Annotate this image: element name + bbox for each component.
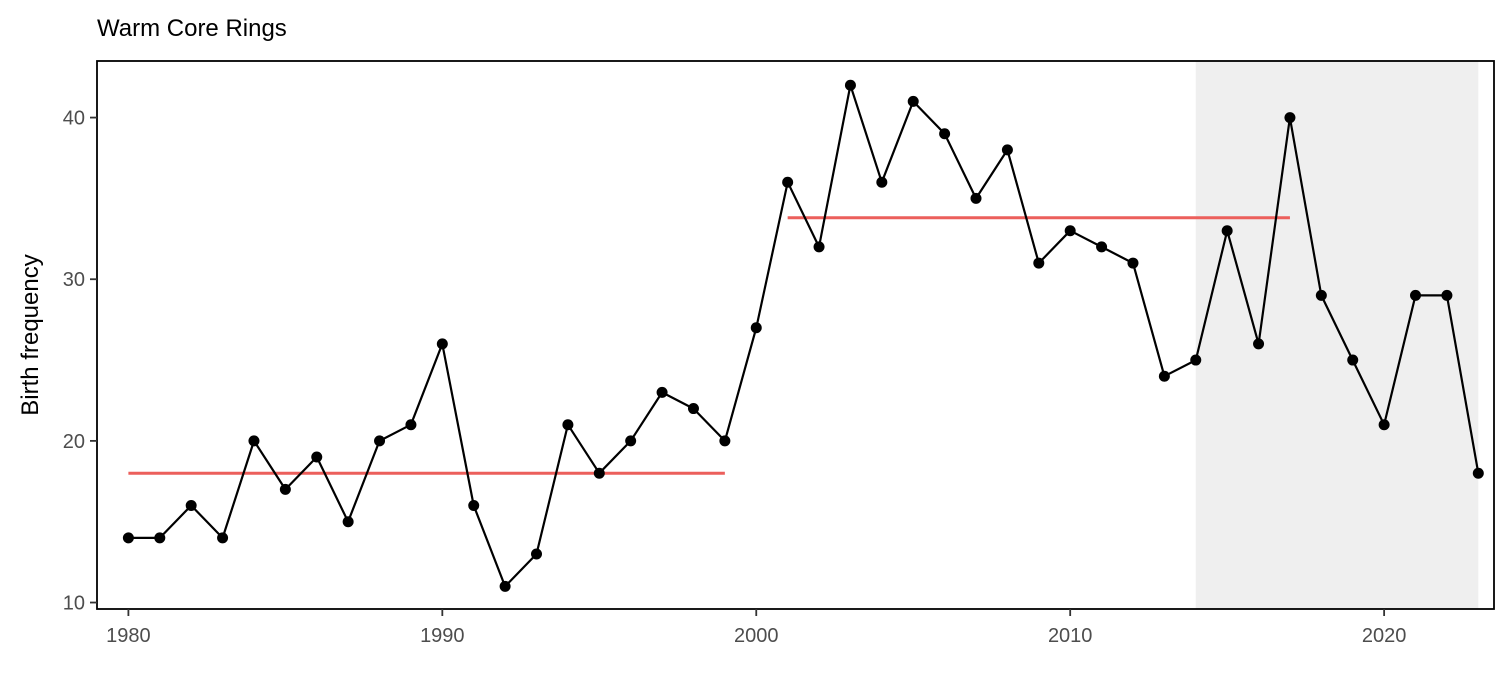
data-point-2000 [750,322,762,334]
data-point-2007 [970,192,982,204]
shaded-region [1195,61,1479,609]
data-point-2005 [907,95,919,107]
data-point-1993 [531,548,543,560]
y-axis-title: Birth frequency [17,254,44,415]
data-point-1980 [122,532,134,544]
data-point-2013 [1158,370,1170,382]
data-point-2004 [876,176,888,188]
data-point-1997 [656,386,668,398]
data-point-2022 [1441,289,1453,301]
data-point-2016 [1253,338,1265,350]
data-point-2002 [813,241,825,253]
data-point-1996 [625,435,637,447]
x-tick-label-1980: 1980 [106,625,151,647]
data-point-2020 [1378,419,1390,431]
chart-title: Warm Core Rings [97,15,287,42]
y-tick-label-10: 10 [63,593,85,615]
x-tick-label-2000: 2000 [734,625,779,647]
y-tick-label-40: 40 [63,108,85,130]
data-point-1988 [374,435,386,447]
data-point-2018 [1315,289,1327,301]
data-point-2015 [1221,225,1233,237]
data-point-1989 [405,419,417,431]
data-point-2017 [1284,112,1296,124]
data-point-2009 [1033,257,1045,269]
data-point-2014 [1190,354,1202,366]
data-point-1999 [719,435,731,447]
data-point-1985 [279,483,291,495]
series-line [128,84,1480,588]
data-point-2012 [1127,257,1139,269]
x-tick-label-2010: 2010 [1048,625,1093,647]
plot-border [96,60,1495,610]
y-tick-label-30: 30 [63,269,85,291]
y-tick-label-20: 20 [63,431,85,453]
data-point-1994 [562,419,574,431]
data-point-1995 [593,467,605,479]
data-point-1987 [342,516,354,528]
data-point-2006 [939,128,951,140]
data-point-2011 [1096,241,1108,253]
data-point-2008 [1001,144,1013,156]
data-point-2010 [1064,225,1076,237]
data-point-1981 [154,532,166,544]
plot-area: 1980 1990 2000 2010 2020 10 20 30 40 [63,60,1495,647]
data-point-2021 [1410,289,1422,301]
data-point-2003 [844,79,856,91]
data-point-1998 [687,403,699,415]
data-point-1991 [468,500,480,512]
x-tick-label-2020: 2020 [1362,625,1407,647]
data-point-2001 [782,176,794,188]
data-point-1984 [248,435,260,447]
data-point-1990 [436,338,448,350]
data-point-1983 [217,532,229,544]
data-point-1992 [499,580,511,592]
data-point-2019 [1347,354,1359,366]
data-point-1986 [311,451,323,463]
data-point-2023 [1472,467,1484,479]
x-tick-label-1990: 1990 [420,625,465,647]
data-point-1982 [185,500,197,512]
